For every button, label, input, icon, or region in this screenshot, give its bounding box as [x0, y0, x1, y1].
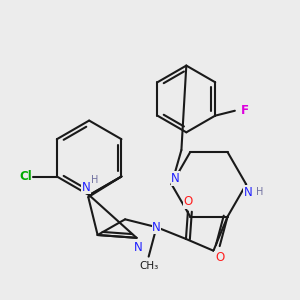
Text: N: N: [152, 221, 161, 234]
Text: N: N: [134, 241, 143, 254]
Text: Cl: Cl: [19, 170, 32, 183]
Text: F: F: [241, 104, 249, 117]
Text: N: N: [171, 172, 180, 185]
Text: O: O: [215, 251, 224, 264]
Text: CH₃: CH₃: [139, 261, 158, 272]
Text: N: N: [82, 181, 91, 194]
Text: N: N: [244, 186, 253, 199]
Text: O: O: [183, 195, 193, 208]
Text: H: H: [92, 176, 99, 185]
Text: H: H: [256, 187, 264, 197]
